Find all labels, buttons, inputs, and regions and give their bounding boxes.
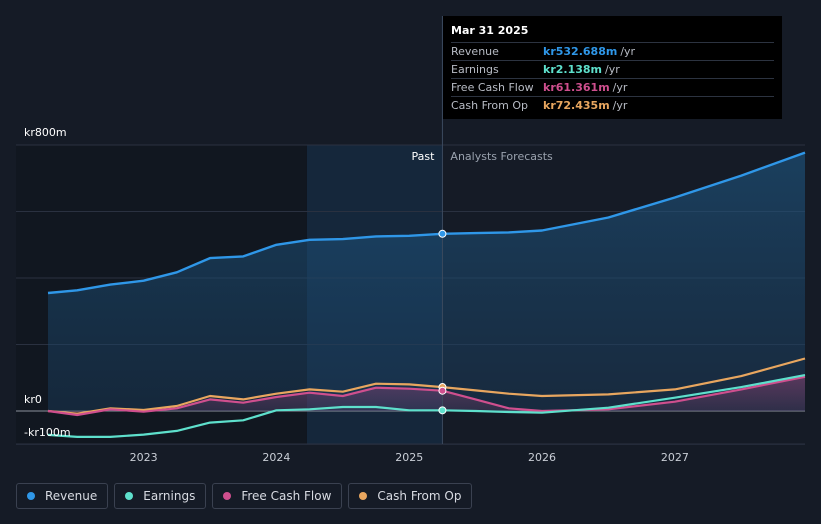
free-cash-flow-marker [438,386,447,395]
legend-item-revenue[interactable]: Revenue [16,483,109,509]
legend-dot-icon [27,492,35,500]
legend-label: Free Cash Flow [241,489,332,503]
x-axis-tick-label: 2024 [262,451,290,464]
tooltip-value: kr61.361m [543,81,610,94]
tooltip-unit: /yr [612,81,628,94]
tooltip-row-cash-from-op: Cash From Op kr72.435m /yr [451,96,774,114]
tooltip-row-free-cash-flow: Free Cash Flow kr61.361m /yr [451,78,774,96]
forecast-label: Analysts Forecasts [450,150,553,163]
legend-item-free-cash-flow[interactable]: Free Cash Flow [212,483,343,509]
y-axis-label: kr800m [24,126,67,139]
x-axis-tick-label: 2026 [528,451,556,464]
tooltip-label: Revenue [451,45,499,58]
x-axis-tick-label: 2023 [130,451,158,464]
tooltip-date: Mar 31 2025 [451,24,529,37]
revenue-area [48,152,805,411]
legend-dot-icon [223,492,232,500]
legend-dot-icon [125,492,134,500]
tooltip-label: Earnings [451,63,499,76]
tooltip-unit: /yr [612,99,628,112]
chart-legend: Revenue Earnings Free Cash Flow Cash Fro… [16,483,473,509]
chart-tooltip: Mar 31 2025 Revenue kr532.688m /yr Earni… [443,16,782,119]
x-axis-tick-label: 2025 [395,451,423,464]
tooltip-value: kr532.688m [543,45,618,58]
tooltip-row-revenue: Revenue kr532.688m /yr [451,42,774,60]
legend-label: Cash From Op [377,489,462,503]
tooltip-value: kr2.138m [543,63,602,76]
tooltip-row-earnings: Earnings kr2.138m /yr [451,60,774,78]
legend-label: Revenue [45,489,98,503]
legend-item-cash-from-op[interactable]: Cash From Op [348,483,473,509]
revenue-marker [438,229,447,238]
tooltip-unit: /yr [620,45,636,58]
earnings-line [47,374,806,438]
x-axis-tick-label: 2027 [661,451,689,464]
tooltip-unit: /yr [605,63,620,76]
legend-item-earnings[interactable]: Earnings [114,483,207,509]
tooltip-label: Free Cash Flow [451,81,534,94]
revenue-line [47,151,806,295]
cash-from-op-line [47,357,806,415]
past-label: Past [411,150,435,163]
tooltip-label: Cash From Op [451,99,529,112]
tooltip-value: kr72.435m [543,99,610,112]
legend-label: Earnings [143,489,196,503]
free-cash-flow-area [48,376,805,415]
y-axis-label: kr0 [24,393,42,406]
earnings-marker [438,406,447,415]
y-axis-label: -kr100m [24,426,71,439]
legend-dot-icon [359,492,368,500]
